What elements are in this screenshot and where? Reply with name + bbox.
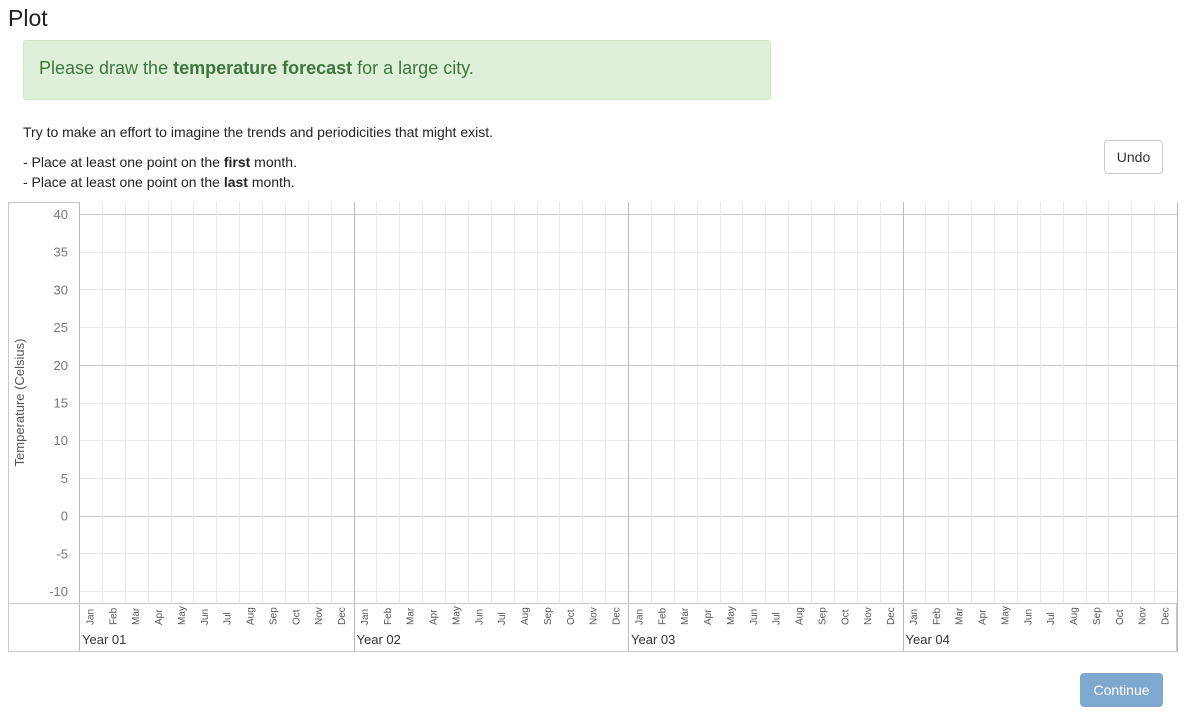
x-tick-label-month: Sep xyxy=(1092,607,1103,625)
x-tick-label-month: Jul xyxy=(1046,612,1057,625)
y-tick-label: -5 xyxy=(56,546,68,561)
x-tick-label-month: Oct xyxy=(1115,609,1126,625)
instruction-last-prefix: - Place at least one point on the xyxy=(23,174,224,190)
instruction-first-bold: first xyxy=(223,154,251,170)
alert-text-suffix: for a large city. xyxy=(352,58,474,78)
x-tick-label-month: Jul xyxy=(223,612,234,625)
x-tick-label-month: Jul xyxy=(772,612,783,625)
x-tick-label-month: Mar xyxy=(131,607,142,625)
x-tick-label-year: Year 04 xyxy=(906,632,950,647)
x-tick-label-month: Apr xyxy=(154,609,165,625)
x-tick-label-month: Jan xyxy=(360,609,371,625)
x-tick-label-month: Mar xyxy=(955,607,966,625)
x-tick-label-month: Nov xyxy=(1138,607,1149,625)
instructions: Try to make an effort to imagine the tre… xyxy=(23,124,493,194)
x-tick-label-month: Jan xyxy=(85,609,96,625)
undo-button[interactable]: Undo xyxy=(1104,140,1163,174)
x-tick-label-month: Dec xyxy=(612,607,623,625)
x-tick-label-month: Aug xyxy=(246,607,257,625)
x-tick-label-month: May xyxy=(726,606,737,625)
y-tick-label: 10 xyxy=(54,433,68,448)
instruction-last-suffix: month. xyxy=(247,174,295,190)
x-tick-label-month: Sep xyxy=(543,607,554,625)
x-tick-label-month: Jun xyxy=(200,609,211,625)
instruction-first-suffix: month. xyxy=(250,154,297,170)
x-tick-label-month: Jan xyxy=(634,609,645,625)
x-tick-label-month: Feb xyxy=(657,607,668,625)
temperature-drawing-chart[interactable]: 40 35 30 25 20 15 10 5 0 -5 -10 Jan Feb Mar Apr May Jun J… xyxy=(0,0,1185,660)
y-axis-title: Temperature (Celsius) xyxy=(12,339,27,467)
x-tick-label-month: Oct xyxy=(566,609,577,625)
x-tick-label-month: May xyxy=(451,606,462,625)
x-tick-label-year: Year 03 xyxy=(631,632,675,647)
x-tick-label-month: Aug xyxy=(795,607,806,625)
x-tick-label-month: Mar xyxy=(406,607,417,625)
x-tick-label-month: Dec xyxy=(1161,607,1172,625)
instruction-last-month: - Place at least one point on the last m… xyxy=(23,174,493,194)
x-tick-label-month: Apr xyxy=(978,609,989,625)
instruction-first-prefix: - Place at least one point on the xyxy=(23,154,224,170)
x-tick-label-month: Sep xyxy=(268,607,279,625)
x-tick-label-month: Nov xyxy=(589,607,600,625)
x-tick-label-month: Aug xyxy=(1069,607,1080,625)
x-tick-label-year: Year 02 xyxy=(357,632,401,647)
x-tick-label-month: Dec xyxy=(886,607,897,625)
x-tick-label-month: Aug xyxy=(520,607,531,625)
instruction-last-bold: last xyxy=(223,174,248,190)
continue-button[interactable]: Continue xyxy=(1080,673,1163,707)
x-tick-label-month: Apr xyxy=(703,609,714,625)
x-tick-label-month: Oct xyxy=(840,609,851,625)
x-tick-label-month: Feb xyxy=(108,607,119,625)
x-tick-label-month: Dec xyxy=(337,607,348,625)
x-tick-label-month: May xyxy=(177,606,188,625)
y-tick-label: 20 xyxy=(54,358,68,373)
x-tick-label-month: Sep xyxy=(817,607,828,625)
x-tick-label-month: Feb xyxy=(932,607,943,625)
alert-text-emphasis: temperature forecast xyxy=(173,58,353,78)
y-tick-label: 0 xyxy=(61,509,68,524)
y-tick-label: 5 xyxy=(61,471,68,486)
x-tick-label-month: Jun xyxy=(749,609,760,625)
x-tick-label-month: Apr xyxy=(429,609,440,625)
x-tick-label-year: Year 01 xyxy=(82,632,126,647)
y-tick-label: 15 xyxy=(54,396,68,411)
alert-text-prefix: Please draw the xyxy=(39,58,174,78)
instructions-intro: Try to make an effort to imagine the tre… xyxy=(23,124,494,140)
x-tick-label-month: Feb xyxy=(383,607,394,625)
x-tick-label-month: Jun xyxy=(1023,609,1034,625)
y-tick-label: -10 xyxy=(49,584,68,599)
y-tick-label: 30 xyxy=(54,282,68,297)
y-tick-label: 40 xyxy=(54,207,68,222)
page-title: Plot xyxy=(8,5,48,31)
x-tick-label-month: Jul xyxy=(497,612,508,625)
x-tick-label-month: Oct xyxy=(291,609,302,625)
x-tick-label-month: Jun xyxy=(474,609,485,625)
x-tick-label-month: May xyxy=(1000,606,1011,625)
y-tick-label: 35 xyxy=(54,245,68,260)
instruction-first-month: - Place at least one point on the first … xyxy=(23,154,493,174)
x-tick-label-month: Mar xyxy=(680,607,691,625)
y-tick-label: 25 xyxy=(54,320,68,335)
x-tick-label-month: Jan xyxy=(909,609,920,625)
task-alert: Please draw the temperature forecast for… xyxy=(23,40,771,100)
x-tick-label-month: Nov xyxy=(314,607,325,625)
x-tick-label-month: Nov xyxy=(863,607,874,625)
